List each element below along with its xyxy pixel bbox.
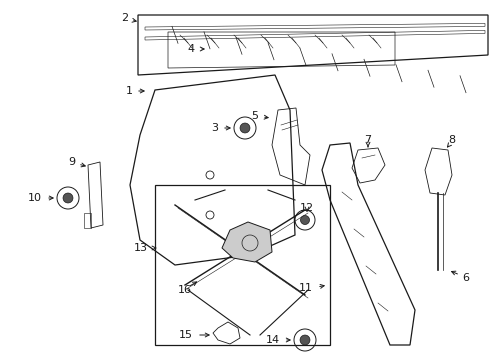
Text: 8: 8: [448, 135, 456, 145]
Text: 10: 10: [28, 193, 42, 203]
Text: 6: 6: [462, 273, 469, 283]
Text: 5: 5: [251, 111, 258, 121]
Bar: [155, 185, 330, 345]
Text: 14: 14: [266, 335, 280, 345]
Text: 11: 11: [299, 283, 313, 293]
Text: 1: 1: [126, 86, 133, 96]
Circle shape: [300, 335, 310, 345]
Text: 3: 3: [211, 123, 218, 133]
Text: 7: 7: [365, 135, 371, 145]
Circle shape: [240, 123, 250, 133]
Text: 15: 15: [179, 330, 193, 340]
Text: 2: 2: [121, 13, 128, 23]
Text: 13: 13: [134, 243, 148, 253]
Circle shape: [63, 193, 73, 203]
Polygon shape: [222, 222, 272, 262]
Text: 9: 9: [68, 157, 75, 167]
Circle shape: [300, 216, 310, 225]
Text: 12: 12: [300, 203, 314, 213]
Text: 16: 16: [178, 285, 192, 295]
Text: 4: 4: [188, 44, 195, 54]
